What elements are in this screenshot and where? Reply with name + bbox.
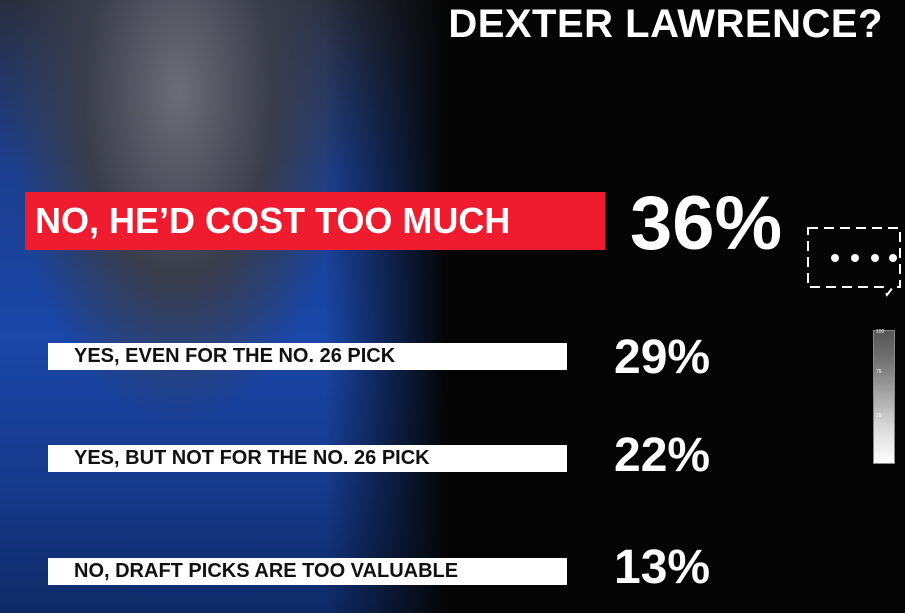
option-percent: 29% xyxy=(614,331,711,384)
option-percent: 22% xyxy=(614,429,711,482)
option-bar: YES, EVEN FOR THE NO. 26 PICK xyxy=(48,343,567,370)
scale-bar: 100 75 25 xyxy=(873,329,895,464)
scale-label: 25 xyxy=(876,413,882,419)
scale-label: 100 xyxy=(876,329,885,335)
option-bar: NO, DRAFT PICKS ARE TOO VALUABLE xyxy=(48,558,567,585)
option-bar: YES, BUT NOT FOR THE NO. 26 PICK xyxy=(48,445,567,472)
option-percent: 36% xyxy=(630,181,783,266)
scale-label: 75 xyxy=(876,369,882,375)
option-bar: NO, HE’D COST TOO MUCH xyxy=(25,192,605,250)
player-photo xyxy=(0,0,445,613)
option-percent: 13% xyxy=(614,541,711,594)
title: DEXTER LAWRENCE? xyxy=(448,2,883,46)
chat-bubble-icon xyxy=(807,227,901,297)
